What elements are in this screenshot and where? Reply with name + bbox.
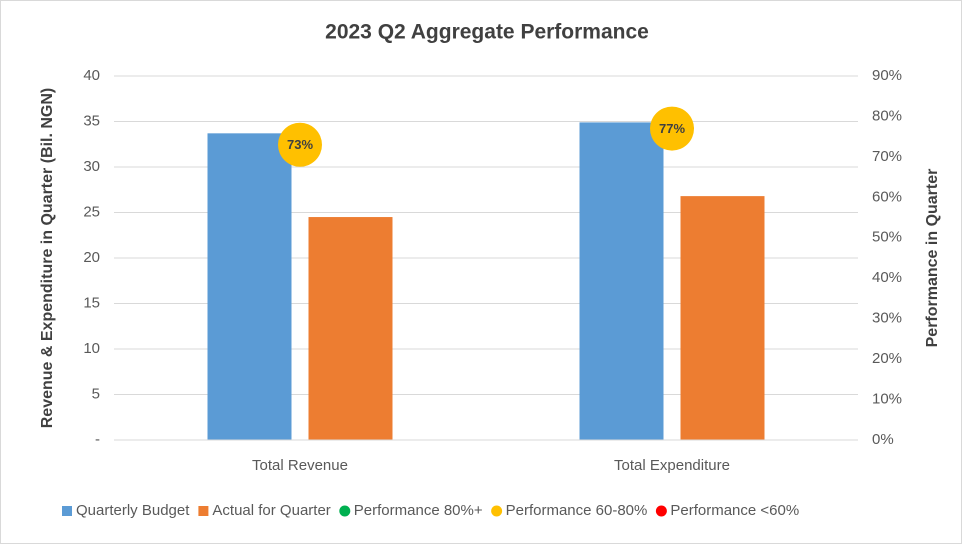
y-tick-label: - [95,431,100,448]
data-label: 73% [287,137,313,152]
legend-label: Performance 80%+ [354,502,483,519]
y2-tick-label: 60% [872,188,902,205]
data-label: 77% [659,121,685,136]
y2-tick-label: 10% [872,391,902,408]
performance-marker [278,122,322,167]
y-tick-label: 10 [83,340,100,357]
y-axis-title: Revenue & Expenditure in Quarter (Bil. N… [39,88,56,429]
legend-label: Performance 60-80% [506,502,648,519]
y-tick-label: 25 [83,203,100,220]
legend-label: Quarterly Budget [76,502,190,519]
y-tick-label: 35 [83,112,100,129]
y-tick-label: 30 [83,158,100,175]
bar [680,196,765,440]
y2-tick-label: 40% [872,269,902,286]
performance-marker [650,106,694,151]
y-tick-label: 40 [83,67,100,84]
legend-swatch [339,505,351,517]
y-tick-label: 15 [83,294,100,311]
legend-label: Performance <60% [670,502,799,519]
x-tick-label: Total Expenditure [614,457,730,474]
y2-tick-label: 30% [872,310,902,327]
legend-swatch [198,506,209,516]
bar [308,217,393,440]
y2-tick-label: 50% [872,229,902,246]
bar [579,122,664,440]
x-tick-label: Total Revenue [252,457,348,474]
legend-swatch [62,506,72,516]
y2-tick-label: 90% [872,67,902,84]
legend-swatch [655,505,667,517]
y-tick-label: 20 [83,249,100,266]
bar [207,133,292,440]
y2-tick-label: 0% [872,431,894,448]
y-tick-label: 5 [92,385,100,402]
legend-label: Actual for Quarter [212,502,330,519]
y2-tick-label: 70% [872,148,902,165]
chart-title: 2023 Q2 Aggregate Performance [325,21,649,44]
y2-axis-title: Performance in Quarter [924,169,941,348]
y2-tick-label: 80% [872,107,902,124]
legend-swatch [491,505,503,517]
y2-tick-label: 20% [872,350,902,367]
